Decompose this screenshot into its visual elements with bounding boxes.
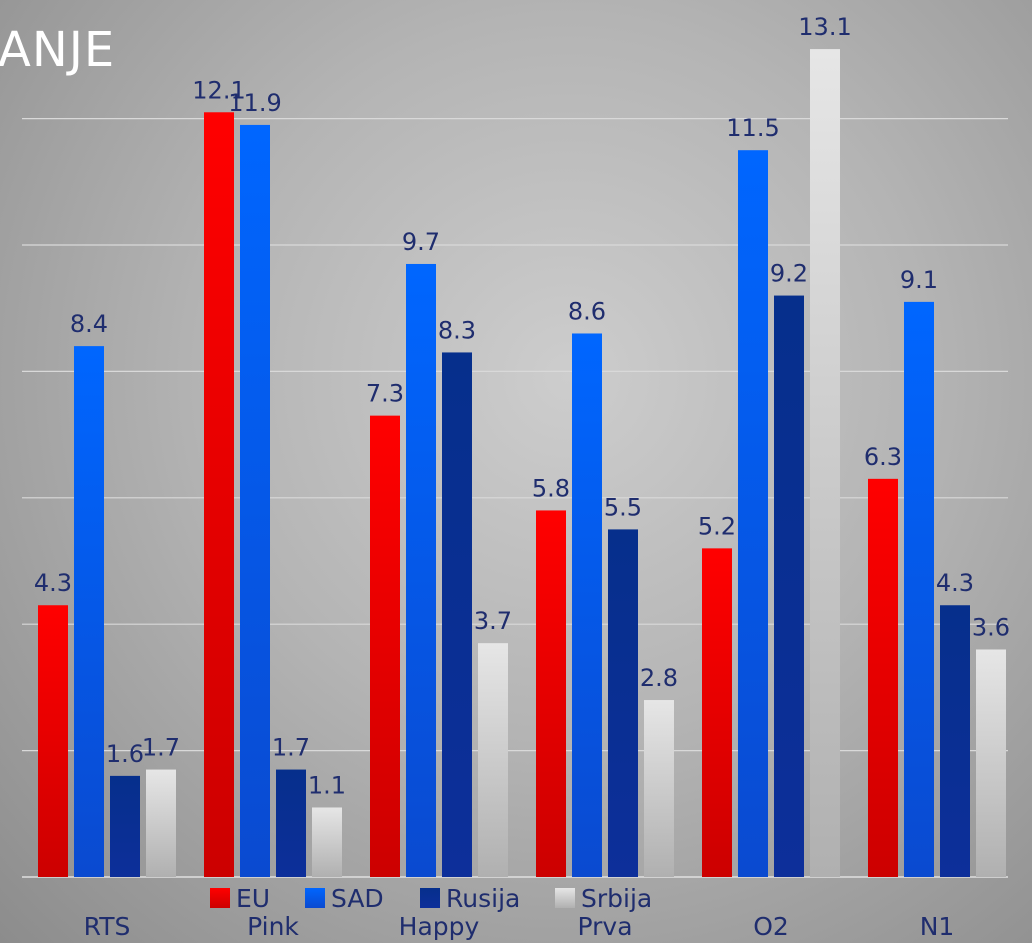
x-tick-label: O2 [753, 912, 789, 941]
bar-sad-o2 [738, 150, 768, 877]
bar-rusija-o2 [774, 295, 804, 877]
data-label: 5.8 [532, 474, 570, 502]
data-label: 1.7 [272, 734, 310, 762]
bar-srbija-prva [644, 700, 674, 877]
bar-srbija-happy [478, 643, 508, 877]
data-label: 5.2 [698, 512, 736, 540]
bar-rusija-n1 [940, 605, 970, 877]
data-label: 1.6 [106, 740, 144, 768]
bar-rusija-happy [442, 352, 472, 877]
data-label: 9.1 [900, 266, 938, 294]
legend-label: Rusija [446, 884, 520, 913]
data-label: 3.6 [972, 613, 1010, 641]
bar-srbija-n1 [976, 649, 1006, 877]
legend-swatch-rusija [420, 888, 440, 908]
bar-eu-n1 [868, 478, 898, 877]
data-label: 5.5 [604, 493, 642, 521]
data-label: 3.7 [474, 607, 512, 635]
bar-eu-happy [370, 415, 400, 877]
bar-srbija-o2 [810, 49, 840, 877]
x-tick-label: Prva [577, 912, 632, 941]
x-tick-label: N1 [920, 912, 955, 941]
bars [38, 49, 1006, 878]
data-label: 13.1 [798, 13, 851, 41]
data-label: 6.3 [864, 443, 902, 471]
legend: EU SAD Rusija Srbija [210, 884, 652, 913]
bar-srbija-rts [146, 769, 176, 877]
data-label: 4.3 [34, 569, 72, 597]
data-label: 11.5 [726, 114, 779, 142]
data-label: 7.3 [366, 380, 404, 408]
data-label: 9.2 [770, 260, 808, 288]
data-label: 12.1 [192, 76, 245, 104]
bar-eu-pink [204, 112, 234, 877]
gridlines [22, 117, 1008, 878]
data-label: 8.4 [70, 310, 108, 338]
data-label: 2.8 [640, 664, 678, 692]
bar-eu-prva [536, 510, 566, 877]
bar-eu-rts [38, 605, 68, 877]
data-label: 8.3 [438, 316, 476, 344]
bar-rusija-rts [110, 775, 140, 877]
bar-sad-n1 [904, 301, 934, 877]
legend-swatch-srbija [555, 888, 575, 908]
data-labels: 4.38.41.61.712.111.91.71.17.39.78.33.75.… [34, 13, 1010, 799]
bar-rusija-prva [608, 529, 638, 877]
data-label: 1.1 [308, 771, 346, 799]
data-label: 9.7 [402, 228, 440, 256]
x-tick-label: Happy [399, 912, 480, 941]
bar-sad-pink [240, 124, 270, 878]
data-label: 1.7 [142, 734, 180, 762]
bar-eu-o2 [702, 548, 732, 877]
data-label: 8.6 [568, 297, 606, 325]
chart-title: ANJE [0, 22, 116, 78]
bar-sad-prva [572, 333, 602, 878]
bar-sad-happy [406, 263, 436, 878]
bar-rusija-pink [276, 769, 306, 877]
x-tick-label: RTS [84, 912, 131, 941]
data-label: 11.9 [228, 89, 281, 117]
legend-swatch-sad [305, 888, 325, 908]
legend-label: SAD [331, 884, 384, 913]
legend-label: Srbija [581, 884, 652, 913]
bar-srbija-pink [312, 807, 342, 877]
x-tick-label: Pink [247, 912, 299, 941]
legend-label: EU [236, 884, 270, 913]
bar-sad-rts [74, 346, 104, 877]
legend-swatch-eu [210, 888, 230, 908]
x-axis-ticks: RTS Pink Happy Prva O2 N1 [84, 912, 955, 941]
data-label: 4.3 [936, 569, 974, 597]
